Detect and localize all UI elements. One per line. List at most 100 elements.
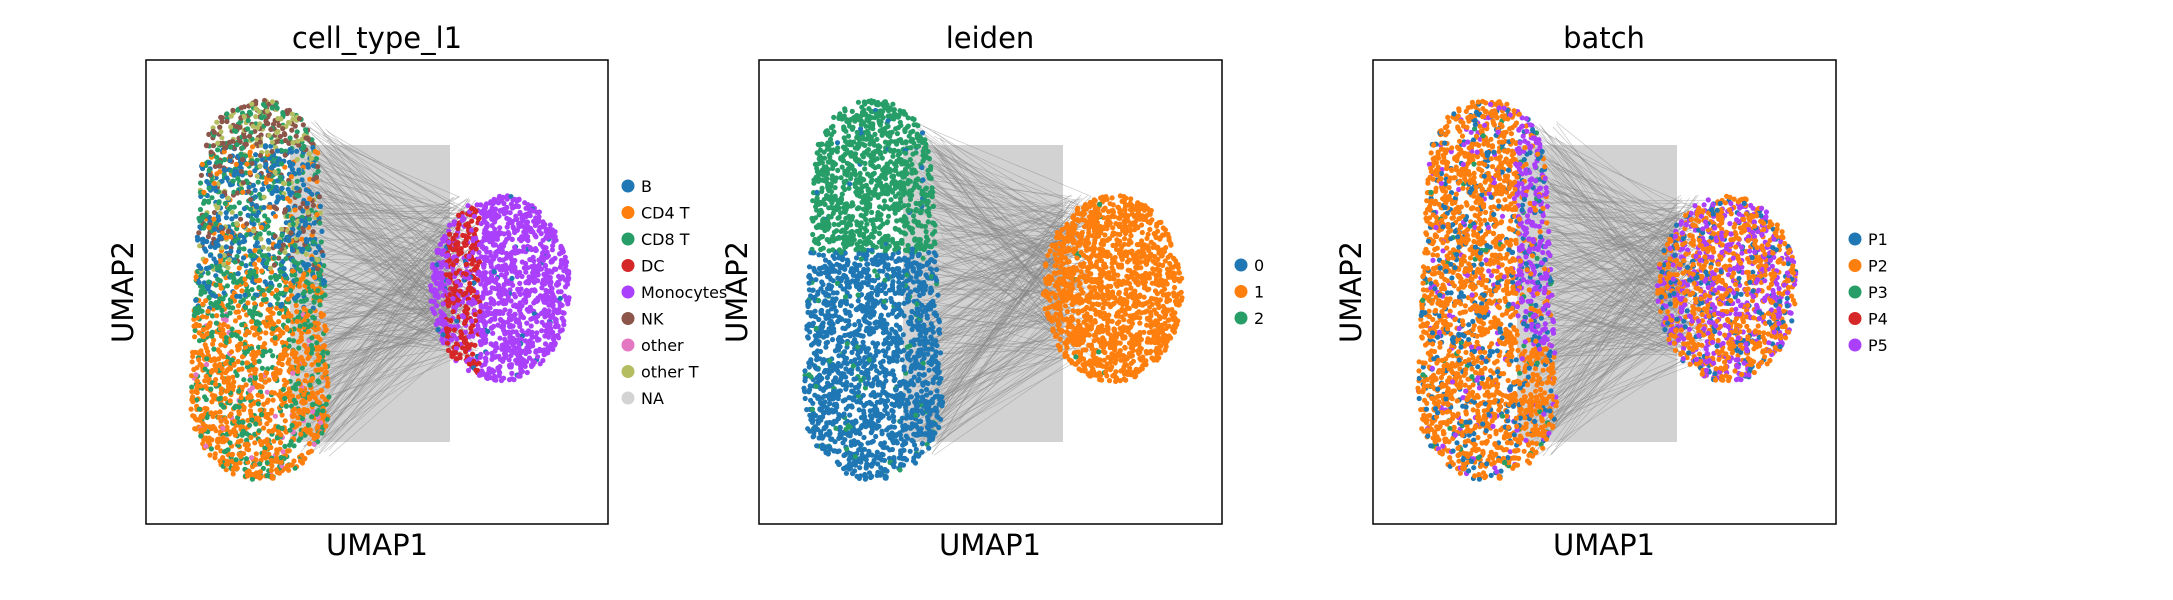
scatter-point	[302, 378, 308, 384]
scatter-point	[232, 168, 238, 174]
scatter-point	[307, 289, 313, 295]
scatter-point	[500, 300, 506, 307]
scatter-point	[440, 292, 446, 298]
scatter-point	[206, 435, 212, 441]
scatter-point	[250, 217, 256, 223]
scatter-point	[234, 333, 240, 339]
scatter-point	[558, 261, 564, 267]
scatter-point	[289, 247, 296, 253]
scatter-point	[476, 249, 482, 255]
scatter-point	[233, 461, 240, 467]
scatter-point	[247, 408, 254, 414]
scatter-point	[211, 180, 217, 186]
scatter-point	[219, 439, 225, 445]
scatter-point	[428, 283, 434, 289]
scatter-point	[291, 296, 298, 302]
x-axis-label: UMAP1	[326, 528, 428, 562]
scatter-point	[490, 330, 496, 336]
scatter-point	[323, 423, 329, 429]
scatter-point	[244, 232, 250, 238]
scatter-point	[499, 247, 505, 253]
scatter-point	[290, 140, 296, 146]
scatter-point	[273, 366, 279, 372]
scatter-point	[252, 440, 258, 446]
scatter-point	[236, 451, 242, 457]
scatter-point	[301, 392, 307, 398]
scatter-point	[284, 108, 290, 114]
scatter-point	[236, 367, 242, 373]
graph-edge	[306, 354, 462, 426]
scatter-point	[290, 338, 297, 344]
scatter-point	[224, 269, 230, 275]
scatter-point	[485, 305, 491, 311]
scatter-point	[477, 309, 483, 315]
scatter-point	[204, 331, 210, 337]
scatter-point	[228, 234, 234, 240]
scatter-point	[228, 411, 234, 417]
scatter-point	[315, 288, 321, 294]
scatter-point	[221, 252, 227, 258]
scatter-point	[212, 163, 218, 169]
scatter-point	[463, 340, 469, 346]
scatter-point	[194, 378, 200, 384]
scatter-point	[229, 452, 235, 458]
scatter-point	[269, 105, 275, 111]
scatter-point	[240, 419, 246, 425]
scatter-point	[244, 348, 251, 354]
scatter-point	[483, 201, 490, 207]
scatter-point	[259, 115, 265, 121]
scatter-point	[536, 228, 542, 234]
scatter-point	[244, 441, 250, 447]
scatter-point	[225, 228, 231, 234]
scatter-point	[283, 286, 289, 292]
scatter-point	[280, 330, 286, 336]
graph-edge	[300, 157, 480, 231]
scatter-point	[524, 219, 530, 225]
scatter-point	[438, 320, 444, 326]
scatter-point	[316, 346, 322, 352]
scatter-point	[519, 273, 525, 279]
scatter-point	[255, 382, 261, 389]
scatter-point	[203, 373, 209, 379]
scatter-point	[273, 287, 280, 293]
scatter-point	[310, 229, 316, 235]
scatter-point	[484, 249, 490, 255]
graph-edge	[931, 218, 1077, 338]
scatter-point	[547, 321, 553, 327]
scatter-point	[211, 129, 217, 135]
graph-edge	[918, 204, 1075, 210]
scatter-point	[219, 178, 225, 184]
scatter-point	[198, 273, 204, 279]
scatter-point	[280, 386, 286, 392]
legend-marker	[621, 312, 635, 325]
scatter-point	[280, 112, 286, 118]
scatter-point	[518, 223, 525, 229]
scatter-point	[252, 462, 258, 468]
graph-edge	[924, 236, 1079, 271]
scatter-point	[249, 385, 255, 391]
scatter-point	[211, 210, 218, 216]
scatter-point	[271, 371, 277, 377]
scatter-point	[501, 329, 508, 335]
scatter-point	[297, 323, 303, 329]
scatter-point	[253, 451, 259, 457]
graph-edge	[917, 257, 1066, 282]
scatter-point	[266, 256, 272, 262]
scatter-point	[535, 354, 541, 360]
scatter-point	[190, 399, 196, 405]
scatter-point	[515, 373, 522, 379]
graph-edge	[933, 135, 1084, 208]
scatter-point	[484, 213, 490, 219]
scatter-point	[501, 211, 507, 217]
scatter-point	[321, 278, 327, 284]
scatter-point	[304, 200, 310, 206]
scatter-point	[443, 272, 449, 278]
graph-edge	[323, 132, 473, 216]
scatter-point	[263, 296, 269, 302]
scatter-point	[490, 200, 496, 207]
scatter-point	[451, 327, 457, 333]
scatter-point	[286, 181, 292, 187]
scatter-point	[200, 314, 206, 320]
scatter-point	[266, 246, 272, 252]
scatter-point	[323, 401, 329, 407]
